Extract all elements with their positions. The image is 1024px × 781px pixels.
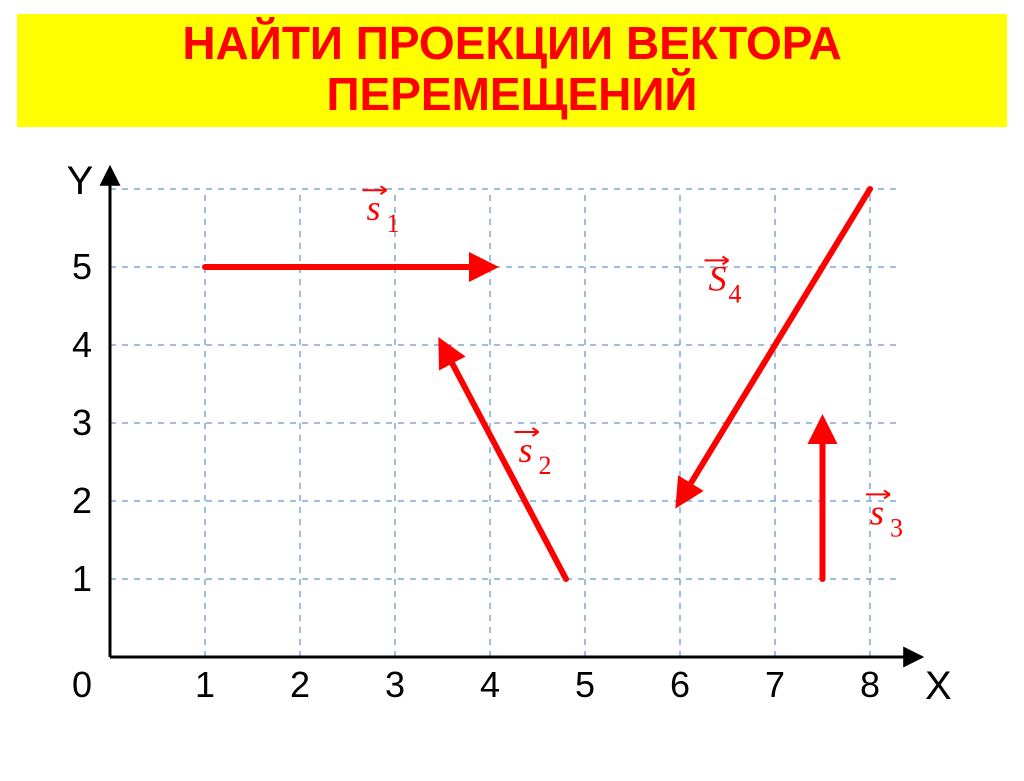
x-tick-label: 3 [385, 664, 405, 705]
slide-title: НАЙТИ ПРОЕКЦИИ ВЕКТОРА ПЕРЕМЕЩЕНИЙ [17, 14, 1007, 127]
y-tick-label: 2 [72, 480, 92, 521]
y-tick-label: 5 [72, 246, 92, 287]
x-axis-label: X [925, 664, 952, 707]
chart-svg: 12345678123450YXs1s2s3S4 [20, 147, 980, 707]
x-tick-label: 2 [290, 664, 310, 705]
x-tick-label: 7 [765, 664, 785, 705]
vector-label-sub-s4: 4 [729, 280, 742, 309]
x-tick-label: 5 [575, 664, 595, 705]
x-tick-label: 8 [860, 664, 880, 705]
y-axis-label: Y [67, 159, 94, 203]
x-tick-label: 1 [195, 664, 215, 705]
x-tick-label: 4 [480, 664, 500, 705]
slide-title-text: НАЙТИ ПРОЕКЦИИ ВЕКТОРА ПЕРЕМЕЩЕНИЙ [182, 17, 841, 120]
vector-label-s1: s [367, 188, 381, 228]
vector-chart: 12345678123450YXs1s2s3S4 [20, 147, 1024, 707]
vector-label-s2: s [519, 430, 533, 470]
y-tick-label: 1 [72, 558, 92, 599]
y-tick-label: 4 [72, 324, 92, 365]
vector-label-sub-s1: 1 [387, 209, 400, 238]
vector-label-sub-s3: 3 [890, 514, 903, 543]
origin-label: 0 [72, 664, 92, 705]
vector-label-sub-s2: 2 [539, 451, 552, 480]
vector-label-s3: s [870, 493, 884, 533]
y-tick-label: 3 [72, 402, 92, 443]
x-tick-label: 6 [670, 664, 690, 705]
